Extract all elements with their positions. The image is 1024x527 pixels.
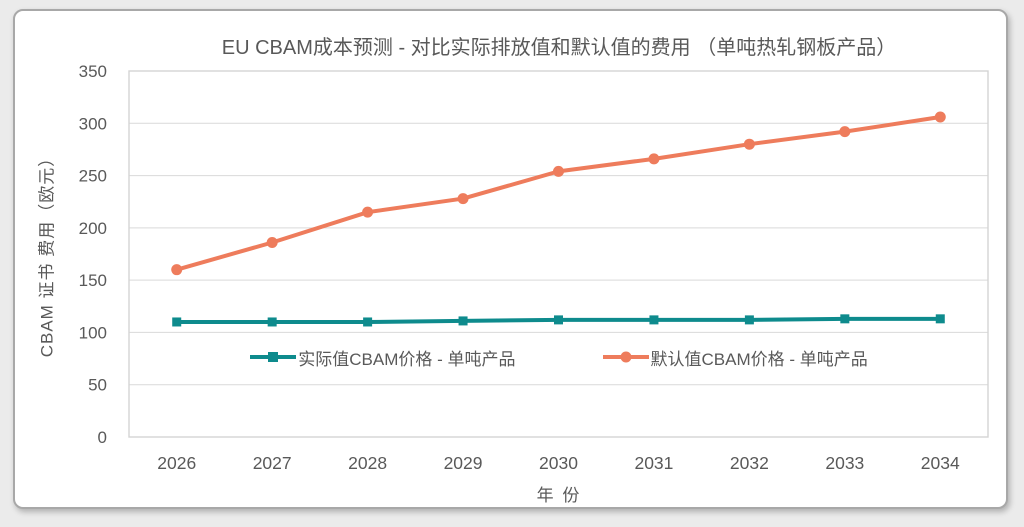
data-point-circle [553, 165, 564, 177]
x-tick-label: 2031 [634, 453, 673, 473]
chart-legend: 实际值CBAM价格 - 单吨产品 默认值CBAM价格 - 单吨产品 [130, 345, 988, 370]
x-tick-label: 2030 [539, 453, 578, 473]
data-point-square [172, 317, 182, 327]
x-tick-label: 2028 [348, 453, 387, 473]
plot-border [128, 70, 989, 438]
data-point-square [554, 315, 563, 325]
x-tick-label: 2026 [157, 453, 196, 473]
y-tick-label: 250 [79, 167, 107, 186]
data-point-square [744, 315, 754, 325]
legend-label: 实际值CBAM价格 - 单吨产品 [298, 349, 516, 369]
x-axis-title: 年 份 [536, 486, 582, 505]
x-tick-label: 2033 [825, 453, 864, 473]
y-tick-label: 300 [79, 114, 107, 133]
x-tick-label: 2032 [730, 453, 769, 473]
legend-item: 实际值CBAM价格 - 单吨产品 [250, 345, 516, 370]
y-tick-label: 200 [79, 219, 107, 238]
data-point-circle [457, 193, 469, 205]
data-point-circle [648, 153, 660, 165]
data-point-square [840, 314, 850, 324]
legend-marker-circle-icon [620, 351, 631, 363]
data-point-circle [743, 138, 755, 150]
x-tick-label: 2034 [921, 453, 960, 473]
y-tick-label: 50 [88, 376, 107, 395]
y-tick-label: 350 [79, 62, 107, 81]
legend-item: 默认值CBAM价格 - 单吨产品 [602, 345, 868, 370]
data-point-square [649, 315, 659, 325]
series-line-1 [174, 115, 943, 272]
data-point-square [458, 316, 468, 326]
data-point-square [267, 317, 277, 327]
legend-marker-square-icon [268, 352, 279, 362]
y-tick-label: 150 [79, 271, 107, 290]
data-point-circle [934, 111, 946, 123]
x-tick-label: 2027 [253, 453, 292, 473]
y-tick-label: 100 [79, 323, 107, 342]
legend-line [250, 352, 297, 362]
data-point-square [363, 317, 373, 327]
data-point-circle [266, 236, 278, 248]
chart-title: EU CBAM成本预测 - 对比实际排放值和默认值的费用 （单吨热轧钢板产品） [221, 37, 897, 59]
data-point-circle [362, 206, 374, 218]
data-point-square [935, 314, 945, 324]
legend-label: 默认值CBAM价格 - 单吨产品 [650, 349, 868, 369]
x-tick-label: 2029 [444, 453, 483, 473]
data-point-circle [171, 264, 183, 276]
data-point-circle [839, 126, 851, 138]
y-tick-label: 0 [98, 428, 107, 447]
chart-card [13, 9, 1008, 509]
legend-line [602, 351, 649, 363]
